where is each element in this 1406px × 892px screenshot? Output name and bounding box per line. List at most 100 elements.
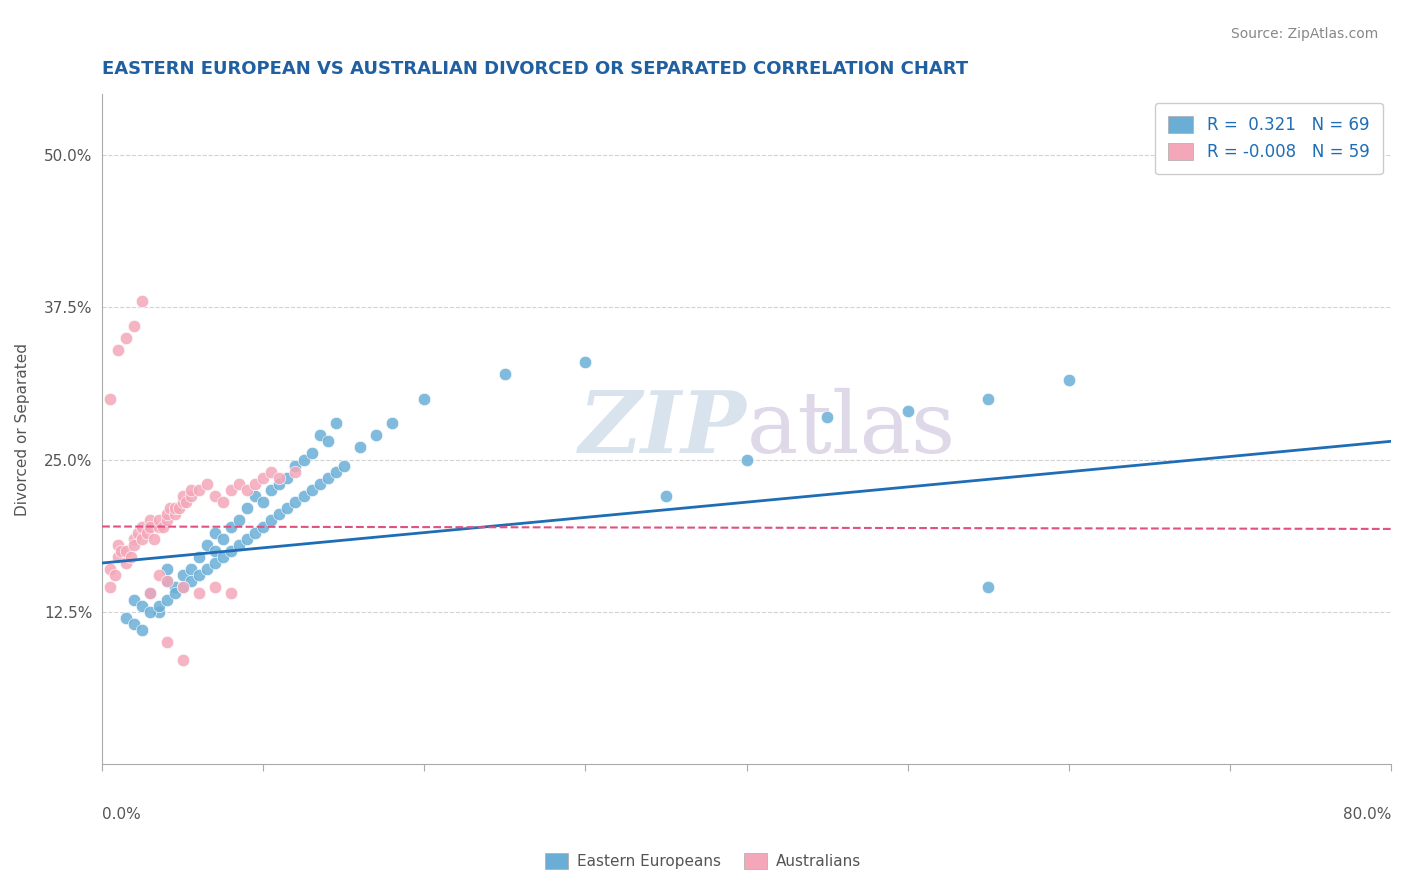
Point: [301, 446, 323, 460]
Point: [172, 568, 194, 582]
Point: [163, 580, 186, 594]
Point: [316, 434, 339, 449]
Point: [195, 476, 218, 491]
Point: [131, 599, 153, 613]
Point: [301, 483, 323, 497]
Point: [325, 416, 347, 430]
Legend: R =  0.321   N = 69, R = -0.008   N = 59: R = 0.321 N = 69, R = -0.008 N = 59: [1154, 103, 1382, 174]
Point: [977, 392, 1000, 406]
Point: [104, 568, 127, 582]
Point: [292, 489, 315, 503]
Text: ZIP: ZIP: [579, 387, 747, 471]
Point: [172, 653, 194, 667]
Point: [494, 368, 516, 382]
Point: [172, 580, 194, 594]
Point: [98, 392, 121, 406]
Point: [124, 616, 146, 631]
Point: [252, 519, 274, 533]
Point: [127, 525, 149, 540]
Text: EASTERN EUROPEAN VS AUSTRALIAN DIVORCED OR SEPARATED CORRELATION CHART: EASTERN EUROPEAN VS AUSTRALIAN DIVORCED …: [103, 60, 969, 78]
Point: [364, 428, 387, 442]
Text: Source: ZipAtlas.com: Source: ZipAtlas.com: [1230, 27, 1378, 41]
Point: [124, 532, 146, 546]
Point: [120, 549, 142, 564]
Point: [284, 495, 307, 509]
Point: [243, 489, 266, 503]
Point: [152, 519, 174, 533]
Point: [284, 458, 307, 473]
Point: [187, 586, 209, 600]
Legend: Eastern Europeans, Australians: Eastern Europeans, Australians: [538, 847, 868, 875]
Point: [243, 476, 266, 491]
Point: [169, 501, 191, 516]
Point: [115, 331, 138, 345]
Point: [269, 471, 291, 485]
Point: [163, 501, 186, 516]
Point: [655, 489, 678, 503]
Point: [219, 483, 242, 497]
Point: [977, 580, 1000, 594]
Point: [180, 562, 202, 576]
Point: [269, 476, 291, 491]
Point: [204, 556, 226, 570]
Point: [236, 501, 259, 516]
Point: [219, 519, 242, 533]
Point: [142, 532, 165, 546]
Point: [131, 623, 153, 637]
Point: [172, 489, 194, 503]
Point: [204, 580, 226, 594]
Point: [187, 568, 209, 582]
Point: [413, 392, 436, 406]
Point: [228, 476, 250, 491]
Text: atlas: atlas: [747, 387, 956, 471]
Point: [228, 513, 250, 527]
Point: [163, 586, 186, 600]
Point: [115, 544, 138, 558]
Point: [107, 343, 129, 357]
Point: [155, 592, 177, 607]
Point: [243, 525, 266, 540]
Point: [131, 519, 153, 533]
Point: [269, 508, 291, 522]
Point: [98, 562, 121, 576]
Point: [155, 513, 177, 527]
Point: [139, 605, 162, 619]
Point: [333, 458, 356, 473]
Point: [139, 586, 162, 600]
Point: [155, 562, 177, 576]
Point: [172, 495, 194, 509]
Point: [139, 586, 162, 600]
Point: [131, 294, 153, 309]
Point: [148, 599, 170, 613]
Point: [316, 471, 339, 485]
Point: [107, 549, 129, 564]
Point: [276, 501, 298, 516]
Point: [174, 495, 197, 509]
Point: [219, 544, 242, 558]
Point: [195, 562, 218, 576]
Point: [897, 404, 920, 418]
Point: [204, 525, 226, 540]
Point: [110, 544, 132, 558]
Point: [228, 538, 250, 552]
Point: [131, 532, 153, 546]
Point: [148, 568, 170, 582]
Point: [148, 519, 170, 533]
Point: [276, 471, 298, 485]
Point: [187, 549, 209, 564]
Point: [212, 549, 235, 564]
Point: [381, 416, 404, 430]
Point: [236, 483, 259, 497]
Point: [187, 483, 209, 497]
Point: [148, 605, 170, 619]
Point: [155, 574, 177, 589]
Text: 80.0%: 80.0%: [1343, 807, 1391, 822]
Point: [195, 538, 218, 552]
Point: [155, 508, 177, 522]
Point: [107, 538, 129, 552]
Point: [115, 556, 138, 570]
Point: [260, 513, 283, 527]
Point: [180, 489, 202, 503]
Point: [163, 508, 186, 522]
Point: [219, 586, 242, 600]
